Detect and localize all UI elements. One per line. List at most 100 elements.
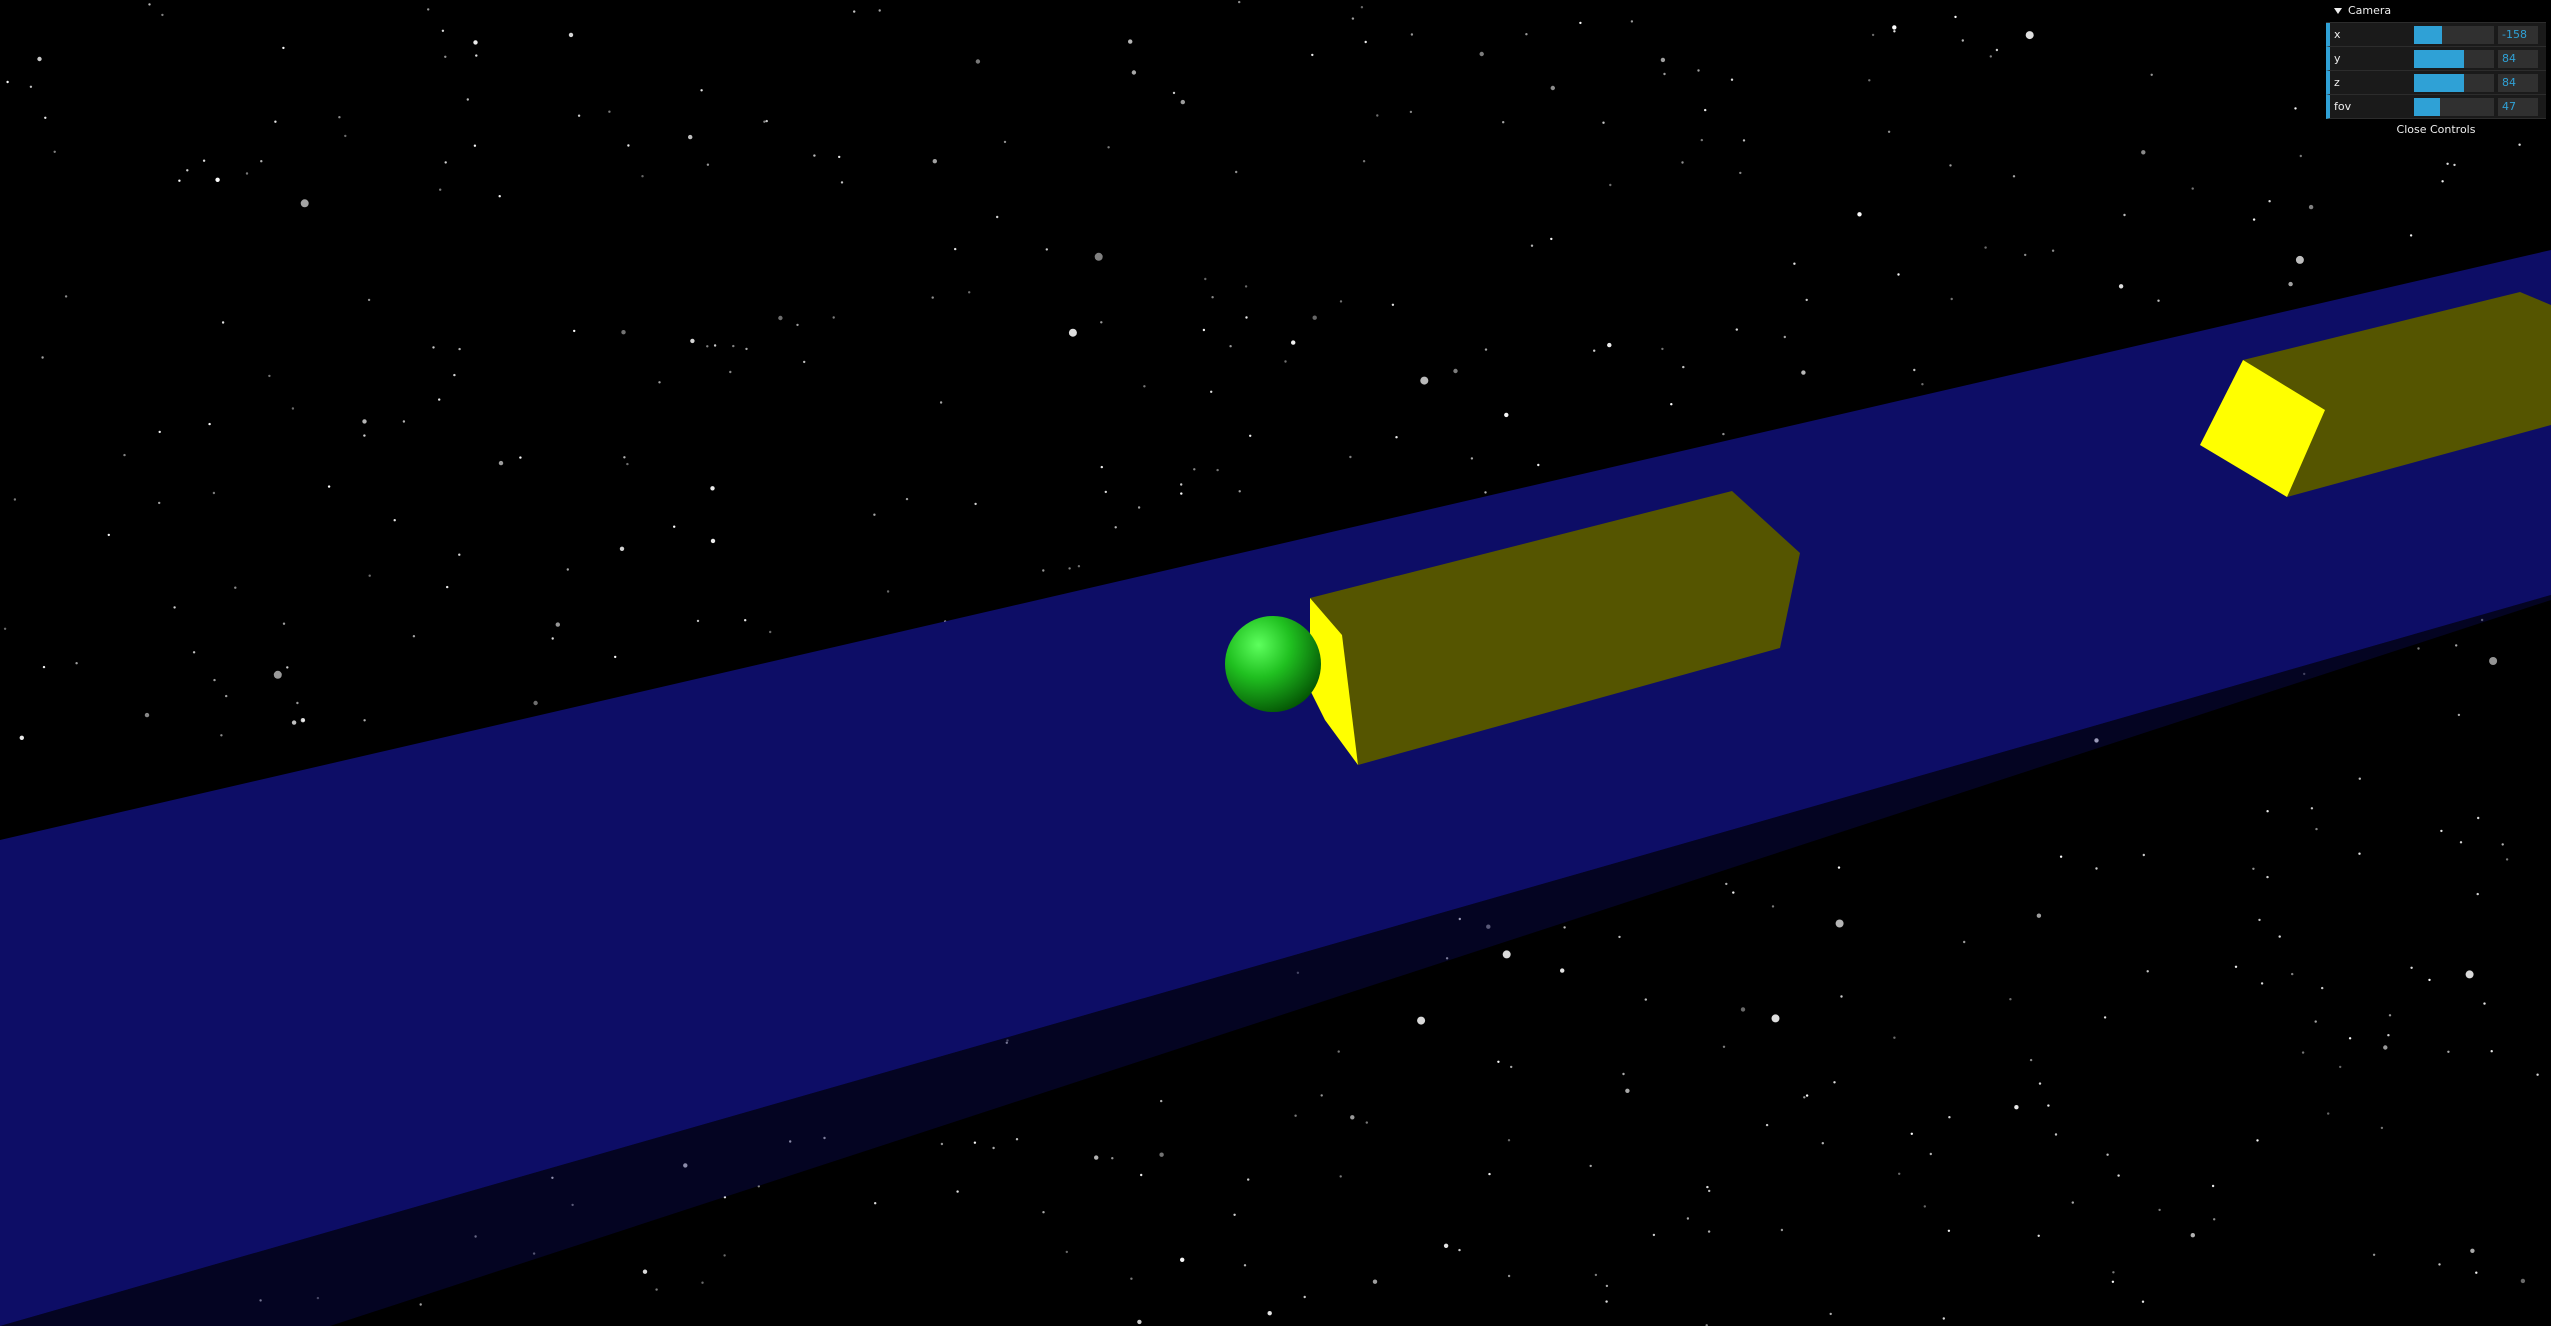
star [1068,567,1071,570]
star [1942,1317,1946,1320]
star [1707,1230,1711,1233]
star [2256,1139,2259,1142]
star [1644,998,1648,1001]
star [1560,968,1565,973]
star [1245,316,1248,319]
star [642,1269,648,1274]
star [874,1202,877,1205]
star [1395,436,1398,439]
caret-down-icon [2334,8,2342,14]
star [1303,1295,1306,1299]
star [1238,490,1241,493]
star [519,456,522,459]
star [1180,1257,1185,1263]
star [789,1140,792,1143]
star [1607,342,1612,348]
star [745,347,748,351]
star [1005,1041,1008,1045]
star [53,150,56,153]
star [1593,349,1596,352]
star [367,298,371,302]
star [2520,1278,2526,1284]
star [2095,867,2098,870]
control-label-y: y [2334,52,2341,65]
star [2260,982,2264,985]
star [655,1288,658,1291]
slider-z[interactable] [2414,73,2494,92]
star [2278,935,2281,938]
star [1131,70,1137,75]
star [2118,284,2124,289]
number-input-x[interactable] [2498,25,2538,44]
star [1243,1264,1247,1267]
star [932,159,937,164]
star [614,655,617,659]
star [1963,940,1966,944]
star [439,188,442,191]
obstacle-near-front-face [1310,598,1358,765]
star [458,553,461,556]
star [2440,829,2443,833]
star [1857,212,1862,217]
star [1244,285,1248,288]
number-input-y[interactable] [2498,49,2538,68]
star [765,119,768,123]
star [673,525,676,528]
star [1805,1094,1809,1097]
star [838,155,841,159]
star [710,538,716,544]
number-input-fov[interactable] [2498,97,2538,116]
star [221,321,225,324]
star [1160,1099,1163,1103]
star [2455,644,2458,647]
star [1947,1229,1951,1233]
star [2501,843,2504,846]
star [1732,891,1735,894]
star [1661,347,1664,351]
star [744,619,747,622]
star [706,345,709,348]
slider-y[interactable] [2414,49,2494,68]
star [1364,40,1367,44]
star [1458,917,1462,921]
star [729,370,732,374]
star [641,175,644,178]
star [1204,277,1207,281]
star [1294,1114,1297,1117]
star [178,179,181,182]
star [2029,1058,2033,1062]
star [1311,53,1314,57]
close-controls-button[interactable]: Close Controls [2326,119,2546,141]
star [1077,565,1081,568]
star [327,485,331,488]
camera-folder-title[interactable]: Camera [2326,0,2546,23]
track-plane [0,250,2551,1326]
star [1921,383,1924,386]
star [2314,1020,2317,1023]
star [2038,1082,2042,1085]
star [64,295,68,298]
star [2388,1014,2392,1017]
star [551,1176,554,1180]
star [2348,1037,2352,1040]
star [2268,200,2271,203]
control-row-x: x [2326,23,2546,47]
star [362,419,367,424]
star [2387,1034,2390,1037]
star [1735,328,1739,331]
star [1663,72,1666,76]
slider-x[interactable] [2414,25,2494,44]
star [1708,1189,1711,1193]
number-input-z[interactable] [2498,73,2538,92]
star [1961,39,1965,42]
star [161,13,164,17]
star [208,422,211,426]
star [886,590,890,593]
star [2191,187,2194,190]
star [286,666,289,669]
slider-fov[interactable] [2414,97,2494,116]
star [1238,0,1241,4]
star [1622,1072,1625,1076]
star [1898,1172,1901,1176]
star [1372,1279,1378,1284]
